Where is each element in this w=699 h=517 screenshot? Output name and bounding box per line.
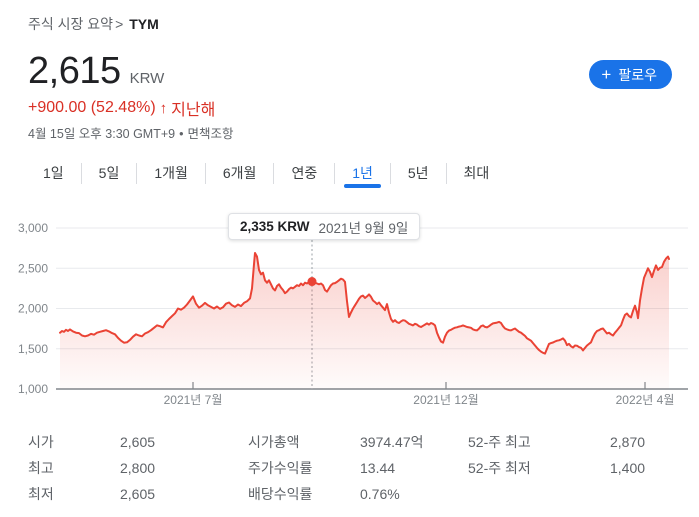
price-row: 2,615 KRW bbox=[28, 50, 164, 93]
separator-dot: • bbox=[179, 127, 184, 141]
stat-label: 배당수익률 bbox=[248, 486, 313, 502]
y-axis-label: 3,000 bbox=[18, 221, 48, 235]
stat-row: 시가총액 3974.47억 bbox=[248, 429, 463, 455]
tab-divider bbox=[273, 162, 275, 184]
tab-range-5[interactable]: 연중 bbox=[291, 165, 318, 181]
tab-divider bbox=[136, 162, 138, 184]
disclaimer-link[interactable]: 면책조항 bbox=[187, 127, 234, 141]
tab-range-3[interactable]: 1개월 bbox=[154, 165, 188, 181]
highlight-point[interactable] bbox=[307, 277, 317, 287]
tab-range-1[interactable]: 1일 bbox=[43, 165, 64, 181]
stat-label: 시가총액 bbox=[248, 434, 300, 450]
stat-value: 13.44 bbox=[360, 460, 396, 476]
stat-row: 최저 2,605 bbox=[28, 481, 233, 507]
tooltip-price: 2,335 KRW bbox=[240, 219, 310, 234]
stat-row: 배당수익률 0.76% bbox=[248, 481, 463, 507]
change-period: 지난해 bbox=[171, 102, 216, 119]
price-chart[interactable]: 2,335 KRW 2021년 9월 9일 3,000 2,500 2,000 1,5… bbox=[0, 210, 699, 410]
price-line bbox=[59, 252, 670, 355]
x-axis-label: 2021년 12월 bbox=[413, 393, 478, 407]
x-axis-label: 2022년 4월 bbox=[616, 393, 675, 407]
breadcrumb: 주식 시장 요약 > TYM bbox=[28, 14, 159, 34]
stat-label: 주가수익률 bbox=[248, 460, 313, 476]
follow-button[interactable]: + 팔로우 bbox=[589, 60, 672, 89]
stats-column: 52-주 최고 2,870 52-주 최저 1,400 bbox=[468, 429, 683, 481]
breadcrumb-path[interactable]: 주식 시장 요약 bbox=[28, 16, 114, 32]
stat-value: 1,400 bbox=[610, 460, 646, 476]
tab-range-4[interactable]: 6개월 bbox=[222, 165, 257, 181]
line-chart-svg[interactable]: 3,000 2,500 2,000 1,500 1,000 2021년 7월 2021년 1… bbox=[0, 210, 699, 410]
stat-value: 2,870 bbox=[610, 434, 646, 450]
area-fill bbox=[60, 253, 669, 389]
quote-datetime: 4월 15일 오후 3:30 GMT+9 • 면책조항 bbox=[28, 123, 234, 142]
current-price: 2,615 bbox=[28, 50, 121, 92]
tab-divider bbox=[80, 162, 82, 184]
breadcrumb-symbol: TYM bbox=[129, 16, 159, 32]
currency-label: KRW bbox=[129, 70, 165, 87]
tab-range-7[interactable]: 5년 bbox=[407, 165, 429, 181]
stats-column: 시가 2,605 최고 2,800 최저 2,605 bbox=[28, 429, 233, 507]
x-axis-label: 2021년 7월 bbox=[164, 393, 223, 407]
stat-label: 52-주 최저 bbox=[468, 460, 531, 476]
price-change: +900.00 (52.48%) ↑ 지난해 bbox=[28, 96, 215, 120]
stat-label: 최저 bbox=[28, 486, 54, 502]
stat-row: 52-주 최고 2,870 bbox=[468, 429, 683, 455]
stat-label: 52-주 최고 bbox=[468, 434, 531, 450]
y-axis-label: 2,000 bbox=[18, 302, 48, 316]
follow-label: 팔로우 bbox=[618, 66, 657, 83]
stat-value: 2,800 bbox=[120, 460, 156, 476]
stat-label: 시가 bbox=[28, 434, 54, 450]
tab-divider bbox=[334, 162, 336, 184]
tab-divider bbox=[204, 162, 206, 184]
y-axis-label: 1,500 bbox=[18, 342, 48, 356]
stat-row: 52-주 최저 1,400 bbox=[468, 455, 683, 481]
chart-tooltip: 2,335 KRW 2021년 9월 9일 bbox=[228, 213, 421, 240]
stat-row: 주가수익률 13.44 bbox=[248, 455, 463, 481]
arrow-up-icon: ↑ bbox=[159, 99, 168, 117]
plus-icon: + bbox=[601, 65, 612, 84]
breadcrumb-separator: > bbox=[115, 16, 124, 32]
tooltip-date: 2021년 9월 9일 bbox=[318, 220, 409, 236]
tab-divider bbox=[389, 162, 391, 184]
time-range-tabs: 1일 5일 1개월 6개월 연중 1년 5년 최대 bbox=[26, 156, 506, 190]
stat-value: 2,605 bbox=[120, 434, 156, 450]
change-value: +900.00 (52.48%) bbox=[28, 99, 156, 116]
tab-range-8[interactable]: 최대 bbox=[463, 165, 490, 181]
stat-row: 최고 2,800 bbox=[28, 455, 233, 481]
tab-divider bbox=[445, 162, 447, 184]
stat-value: 2,605 bbox=[120, 486, 156, 502]
tab-range-2[interactable]: 5일 bbox=[98, 165, 120, 181]
stat-row: 시가 2,605 bbox=[28, 429, 233, 455]
y-axis-label: 1,000 bbox=[18, 382, 48, 396]
stat-label: 최고 bbox=[28, 460, 54, 476]
stat-value: 0.76% bbox=[360, 486, 400, 502]
stat-value: 3974.47억 bbox=[360, 434, 424, 450]
y-axis-label: 2,500 bbox=[18, 261, 48, 275]
datetime-text: 4월 15일 오후 3:30 GMT+9 bbox=[28, 127, 176, 141]
tab-range-6[interactable]: 1년 bbox=[335, 156, 390, 190]
